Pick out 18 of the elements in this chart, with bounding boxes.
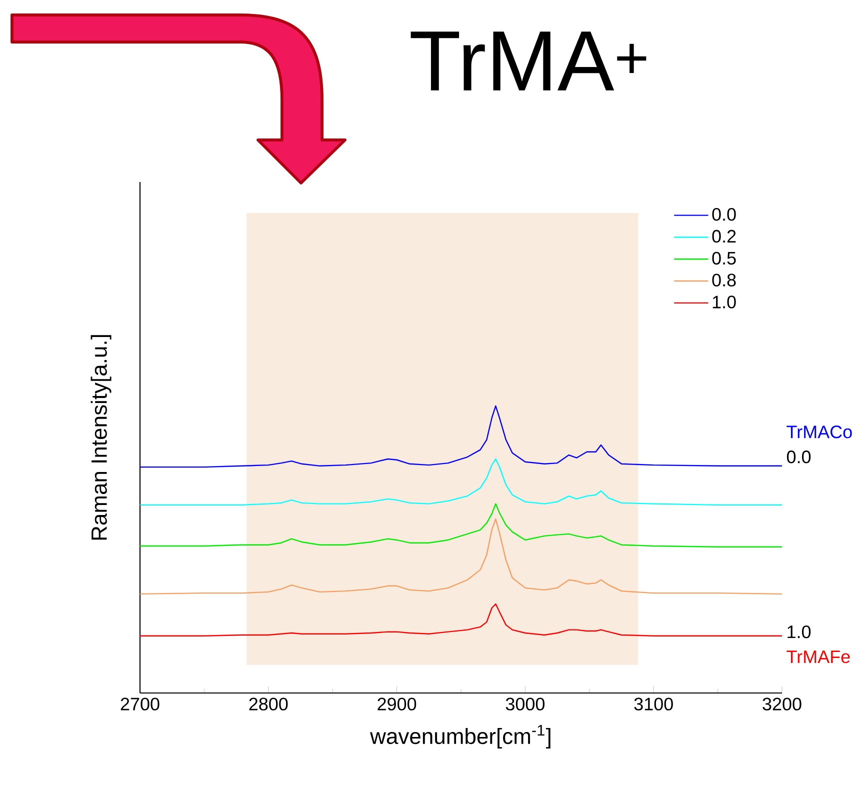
x-axis-title: wavenumber[cm$^{-1}$] — [370, 724, 550, 748]
x-tick-label: 2700 — [120, 698, 160, 710]
legend-label: 0.8 — [712, 274, 736, 286]
legend-label: 0.0 — [712, 208, 736, 221]
chart-title: TrMA$^{+}$ — [410, 32, 646, 90]
x-tick-label: 3100 — [634, 698, 673, 710]
text: 0.0 — [786, 450, 811, 464]
x-tick-label: 3000 — [506, 698, 545, 710]
x-tick-label: 2800 — [249, 698, 288, 710]
x-tick-label: 3200 — [762, 698, 802, 710]
legend-label: 0.2 — [712, 230, 736, 243]
text: 1.0 — [788, 625, 811, 638]
legend-label: 1.0 — [712, 296, 736, 308]
text: TrMACo — [786, 426, 852, 438]
y-axis-title: Raman Intensity[a.u.] — [90, 335, 112, 540]
text: TrMAFe — [786, 650, 850, 664]
legend-label: 0.5 — [712, 252, 736, 265]
x-tick-label: 2900 — [378, 698, 416, 710]
